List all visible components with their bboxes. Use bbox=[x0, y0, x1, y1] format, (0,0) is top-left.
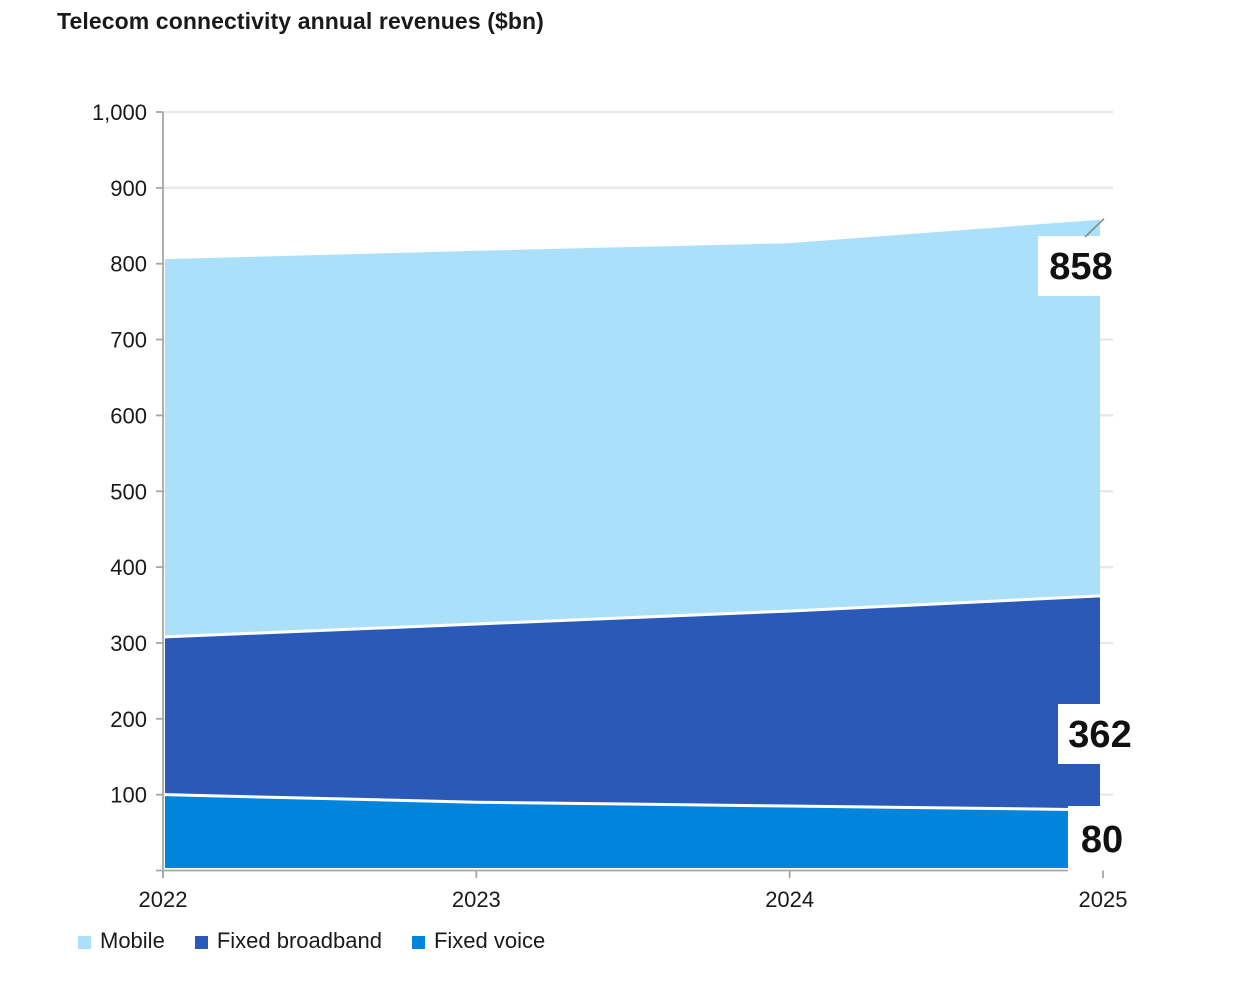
x-tick-label: 2022 bbox=[139, 887, 188, 912]
y-tick-label: 400 bbox=[110, 555, 147, 580]
area-series bbox=[165, 219, 1100, 868]
legend-label: Fixed broadband bbox=[216, 928, 382, 953]
y-tick-label: 700 bbox=[110, 328, 147, 353]
legend-label: Fixed voice bbox=[433, 928, 546, 953]
legend-label: Mobile bbox=[100, 928, 165, 953]
y-tick-label: 900 bbox=[110, 176, 147, 201]
y-tick-label: 1,000 bbox=[92, 100, 147, 125]
end-value-labels: 858 362 80 bbox=[1038, 218, 1142, 872]
series-boundaries bbox=[164, 594, 1101, 812]
label-box bbox=[1058, 704, 1142, 764]
label-box bbox=[1038, 236, 1124, 296]
label-box bbox=[1068, 806, 1136, 872]
x-tick-label: 2024 bbox=[765, 887, 814, 912]
x-axis-ticks-labels: 2022 2023 2024 2025 bbox=[139, 870, 1128, 912]
y-tick-label: 800 bbox=[110, 252, 147, 277]
y-tick-label: 600 bbox=[110, 403, 147, 428]
legend-swatch bbox=[194, 935, 208, 949]
y-axis-labels: 100 200 300 400 500 600 700 800 900 1,000 bbox=[92, 100, 147, 808]
legend-item-mobile: Mobile bbox=[78, 930, 165, 954]
chart-title: Telecom connectivity annual revenues ($b… bbox=[57, 8, 544, 34]
x-tick-label: 2025 bbox=[1079, 887, 1128, 912]
legend-item-fixed-voice: Fixed voice bbox=[411, 928, 546, 954]
x-tick-label: 2023 bbox=[452, 887, 501, 912]
legend: Mobile Fixed broadband Fixed voice bbox=[78, 927, 545, 957]
y-tick-label: 200 bbox=[110, 707, 147, 732]
leader-line bbox=[1084, 218, 1105, 238]
legend-swatch bbox=[411, 935, 425, 949]
y-tick-label: 500 bbox=[110, 479, 147, 504]
legend-swatch bbox=[78, 935, 91, 949]
area-fixed-broadband bbox=[165, 595, 1100, 810]
y-tick-label: 100 bbox=[110, 783, 147, 808]
axes bbox=[156, 111, 1103, 877]
end-value-label: 80 bbox=[1081, 819, 1123, 861]
legend-item-fixed-broadband: Fixed broadband bbox=[194, 928, 382, 954]
area-mobile bbox=[165, 219, 1100, 637]
end-value-label: 362 bbox=[1068, 714, 1131, 756]
end-value-label: 858 bbox=[1049, 246, 1112, 288]
y-tick-label: 300 bbox=[110, 631, 147, 656]
area-fixed-voice bbox=[165, 794, 1100, 868]
